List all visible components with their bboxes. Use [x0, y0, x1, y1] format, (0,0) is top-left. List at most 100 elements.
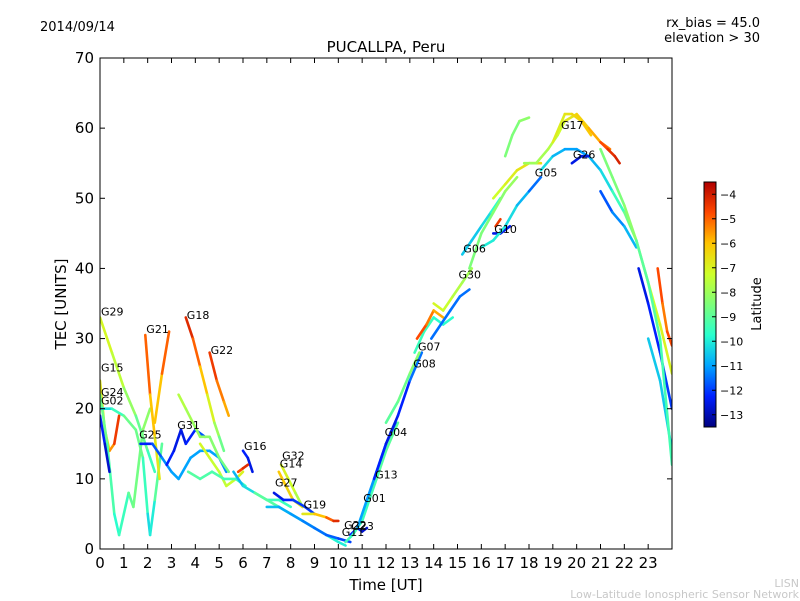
series-segment [110, 351, 126, 390]
satellite-label-g15: G15 [101, 362, 124, 375]
series-segment [439, 309, 452, 326]
x-tick-label: 19 [543, 554, 562, 572]
series-segment [198, 470, 214, 481]
series-segment [313, 526, 328, 537]
credit-network: Low-Latitude Ionospheric Sensor Network [570, 588, 799, 601]
series-segment [613, 154, 621, 165]
series-segment [367, 477, 378, 502]
x-tick-label: 0 [95, 554, 105, 572]
series-segment [291, 498, 307, 509]
x-tick-label: 2 [143, 554, 153, 572]
series-segment [491, 190, 507, 214]
series-segment [468, 232, 483, 270]
satellite-label-g32: G32 [282, 449, 305, 462]
series-segment [408, 351, 424, 383]
series-segment [208, 435, 221, 460]
colorbar-tick-label: −7 [720, 262, 736, 275]
series-segment [100, 316, 114, 354]
series-segment [279, 463, 290, 481]
series-segment [451, 281, 464, 298]
series-segment [198, 365, 209, 397]
series-g16b [236, 463, 250, 474]
series-segment [479, 239, 495, 249]
series-segment [360, 526, 369, 533]
series-segment [499, 225, 512, 235]
x-tick-label: 23 [639, 554, 658, 572]
series-segment [479, 211, 493, 228]
series-segment [396, 379, 412, 418]
y-axis-label: TEC [UNITS] [52, 259, 70, 351]
x-tick-label: 22 [615, 554, 634, 572]
colorbar-tick-label: −5 [720, 213, 736, 226]
elevation-label: elevation > 30 [664, 31, 760, 46]
series-segment [432, 309, 445, 319]
series-segment [415, 323, 428, 340]
colorbar-tick-label: −10 [720, 335, 743, 348]
x-tick-label: 21 [591, 554, 610, 572]
series-segment [184, 428, 197, 446]
series-segment [599, 190, 614, 214]
series-segment [518, 116, 531, 123]
series-segment [110, 407, 126, 418]
series-segment [325, 533, 340, 540]
series-g24 [100, 393, 152, 537]
satellite-label-g26: G26 [573, 148, 596, 161]
x-tick-label: 5 [214, 554, 224, 572]
series-segment [191, 421, 202, 439]
series-segment [146, 449, 157, 474]
colorbar-tick-label: −9 [720, 311, 736, 324]
series-segment [165, 449, 176, 467]
series-g04 [372, 351, 424, 481]
series-segment [241, 484, 257, 495]
series-segment [408, 351, 421, 375]
series-g05 [479, 175, 543, 249]
colorbar-tick-label: −4 [720, 188, 736, 201]
series-g17c [599, 140, 621, 165]
series-segment [141, 456, 149, 516]
satellite-label-g19: G19 [304, 498, 327, 511]
series-segment [153, 372, 164, 425]
series-segment [103, 442, 111, 474]
x-axis-label: Time [UT] [348, 576, 422, 594]
satellite-label-g31: G31 [177, 419, 200, 432]
series-segment [646, 302, 662, 354]
series-segment [277, 505, 293, 516]
series-segment [360, 498, 371, 523]
satellite-label-g07: G07 [418, 341, 441, 354]
series-segment [179, 428, 188, 446]
series-segment [534, 147, 550, 165]
x-tick-label: 3 [167, 554, 177, 572]
colorbar-tick-label: −13 [720, 409, 743, 422]
satellite-label-g21: G21 [146, 323, 169, 336]
series-g05c [503, 116, 531, 158]
series-g19 [301, 512, 340, 523]
series-segment [460, 267, 474, 284]
series-gmidnight2 [265, 505, 352, 544]
x-axis: 0 1 2 3 4 5 6 7 8 9 10 11 12 13 14 15 16 17 18 19 20 21 22 23 [95, 58, 658, 572]
series-segment [289, 512, 304, 523]
plot-background [100, 58, 672, 549]
series-segment [246, 456, 254, 474]
satellite-label-g04: G04 [385, 426, 408, 439]
series-segment [570, 112, 583, 123]
x-tick-label: 14 [424, 554, 443, 572]
series-segment [253, 491, 269, 502]
series-segment [184, 407, 195, 425]
x-tick-label: 9 [310, 554, 320, 572]
series-segment [100, 414, 107, 446]
series-segment [491, 183, 507, 200]
colorbar-tick-label: −8 [720, 286, 736, 299]
x-tick-label: 7 [262, 554, 272, 572]
satellite-label-g10: G10 [494, 223, 517, 236]
series-segment [241, 449, 250, 460]
series-segment [556, 119, 567, 137]
series-g30b [432, 267, 474, 312]
series-segment [599, 140, 610, 151]
series-segment [336, 537, 352, 544]
series-segment [384, 400, 400, 425]
colorbar-tick-label: −6 [720, 237, 736, 250]
series-segment [241, 463, 250, 470]
series-segment [172, 428, 183, 453]
